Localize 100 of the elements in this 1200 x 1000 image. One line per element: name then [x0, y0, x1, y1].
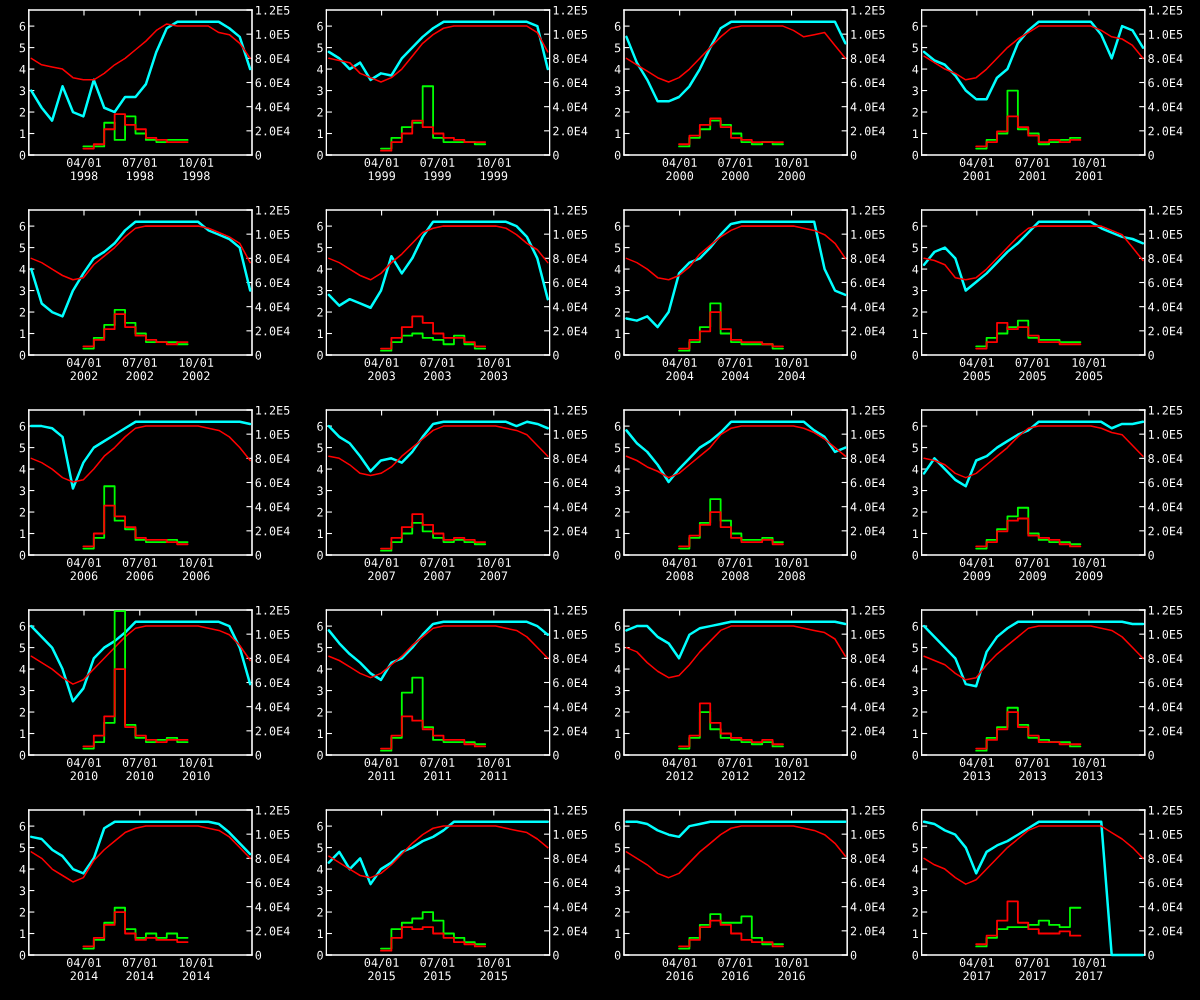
y-tick-label: 6 — [317, 21, 323, 31]
y-tick-label: 1 — [20, 729, 26, 739]
x-tick-label: 04/01 2010 — [66, 758, 101, 781]
x-tick-label: 10/01 1999 — [477, 158, 511, 181]
x-tick-label: 04/01 2007 — [364, 558, 399, 581]
y-tick-label: 4 — [19, 864, 26, 874]
y-tick-label: 3 — [614, 286, 621, 296]
y-tick-label: 2 — [614, 707, 621, 717]
y2-tick-label: 6.0E4 — [1148, 78, 1183, 88]
y2-tick-label: 8.0E4 — [1148, 54, 1183, 64]
y-tick-label: 4 — [614, 264, 621, 274]
y-tick-label: 6 — [317, 221, 323, 231]
y-tick-label: 2 — [317, 307, 323, 317]
y-tick-label: 0 — [912, 750, 919, 760]
y2-tick-label: 8.0E4 — [850, 54, 885, 64]
y-tick-label: 0 — [317, 750, 323, 760]
y-tick-label: 1 — [615, 329, 621, 339]
y2-tick-label: 6.0E4 — [1148, 278, 1183, 288]
y-tick-label: 5 — [19, 643, 26, 653]
y2-tick-label: 0 — [255, 350, 262, 360]
y2-tick-label: 6.0E4 — [1148, 878, 1183, 888]
x-tick-label: 07/01 2016 — [718, 958, 753, 981]
y-tick-label: 1 — [20, 129, 26, 139]
y-tick-label: 2 — [614, 107, 621, 117]
x-tick-label: 07/01 1999 — [420, 158, 455, 181]
y2-tick-label: 1.2E5 — [1149, 405, 1183, 415]
y-tick-label: 5 — [317, 43, 323, 53]
line-series — [625, 625, 847, 679]
y2-tick-label: 8.0E4 — [553, 254, 588, 264]
y-tick-label: 6 — [912, 621, 919, 631]
y-tick-label: 3 — [912, 486, 918, 496]
y-tick-label: 1 — [20, 929, 26, 939]
y-tick-label: 0 — [614, 550, 621, 560]
y-tick-label: 5 — [912, 443, 918, 453]
y-tick-label: 4 — [912, 664, 919, 674]
y-tick-label: 3 — [912, 86, 918, 96]
y-tick-label: 0 — [317, 350, 323, 360]
line-series — [30, 825, 251, 883]
y2-tick-label: 8.0E4 — [1148, 854, 1183, 864]
y2-tick-label: 6.0E4 — [553, 78, 588, 88]
y2-tick-label: 4.0E4 — [850, 902, 885, 912]
y-tick-label: 1 — [913, 929, 919, 939]
y-tick-label: 0 — [19, 950, 26, 960]
x-tick-label: 07/01 2011 — [420, 758, 455, 781]
y-tick-label: 6 — [614, 821, 621, 831]
y2-tick-label: 2.0E4 — [553, 526, 588, 536]
y-tick-label: 1 — [317, 129, 323, 139]
y-tick-label: 3 — [912, 286, 918, 296]
y2-tick-label: 2.0E4 — [850, 526, 885, 536]
y2-tick-label: 0 — [553, 950, 559, 960]
y-tick-label: 4 — [614, 464, 621, 474]
y2-tick-label: 0 — [553, 750, 559, 760]
y2-tick-label: 4.0E4 — [255, 902, 290, 912]
line-series — [30, 20, 252, 122]
x-tick-label: 07/01 2001 — [1015, 158, 1050, 181]
y2-tick-label: 8.0E4 — [553, 54, 588, 64]
y-tick-label: 2 — [614, 507, 621, 517]
y2-tick-label: 1.2E5 — [256, 5, 290, 15]
y-tick-label: 1 — [615, 729, 621, 739]
y-tick-label: 1 — [20, 529, 26, 539]
y2-tick-label: 8.0E4 — [255, 654, 290, 664]
y-tick-label: 5 — [614, 843, 621, 853]
y2-tick-label: 6.0E4 — [255, 278, 290, 288]
y-tick-label: 4 — [912, 864, 919, 874]
y-tick-label: 2 — [317, 507, 323, 517]
line-series — [625, 825, 847, 879]
line-series — [923, 625, 1144, 681]
y-tick-label: 2 — [19, 507, 26, 517]
y-tick-label: 0 — [614, 750, 621, 760]
y-tick-label: 5 — [317, 843, 323, 853]
y2-tick-label: 2.0E4 — [553, 126, 588, 136]
y-tick-label: 4 — [912, 64, 919, 74]
y2-tick-label: 0 — [1148, 150, 1154, 160]
y2-tick-label: 2.0E4 — [1148, 726, 1183, 736]
y-tick-label: 5 — [19, 843, 26, 853]
y-tick-label: 6 — [614, 421, 621, 431]
y2-tick-label: 8.0E4 — [553, 454, 588, 464]
y2-tick-label: 6.0E4 — [850, 678, 885, 688]
x-tick-label: 04/01 2002 — [66, 358, 101, 381]
y-tick-label: 1 — [615, 129, 621, 139]
x-tick-label: 04/01 2006 — [66, 558, 101, 581]
y2-tick-label: 4.0E4 — [1148, 902, 1183, 912]
y2-tick-label: 4.0E4 — [255, 102, 290, 112]
y2-tick-label: 8.0E4 — [255, 454, 290, 464]
y2-tick-label: 4.0E4 — [850, 702, 885, 712]
y-tick-label: 2 — [317, 707, 323, 717]
y-tick-label: 4 — [19, 664, 26, 674]
y2-tick-label: 1.2E5 — [1149, 205, 1183, 215]
y2-tick-label: 2.0E4 — [850, 326, 885, 336]
x-tick-label: 07/01 2000 — [718, 158, 753, 181]
y2-tick-label: 1.2E5 — [256, 805, 290, 815]
y-tick-label: 3 — [317, 886, 323, 896]
y-tick-label: 4 — [614, 64, 621, 74]
y-tick-label: 3 — [19, 886, 26, 896]
x-tick-label: 07/01 2006 — [122, 558, 157, 581]
x-tick-label: 10/01 2011 — [477, 758, 511, 781]
y2-tick-label: 2.0E4 — [255, 326, 290, 336]
y2-tick-label: 0 — [255, 950, 262, 960]
y2-tick-label: 1.2E5 — [553, 5, 587, 15]
y-tick-label: 5 — [19, 243, 26, 253]
